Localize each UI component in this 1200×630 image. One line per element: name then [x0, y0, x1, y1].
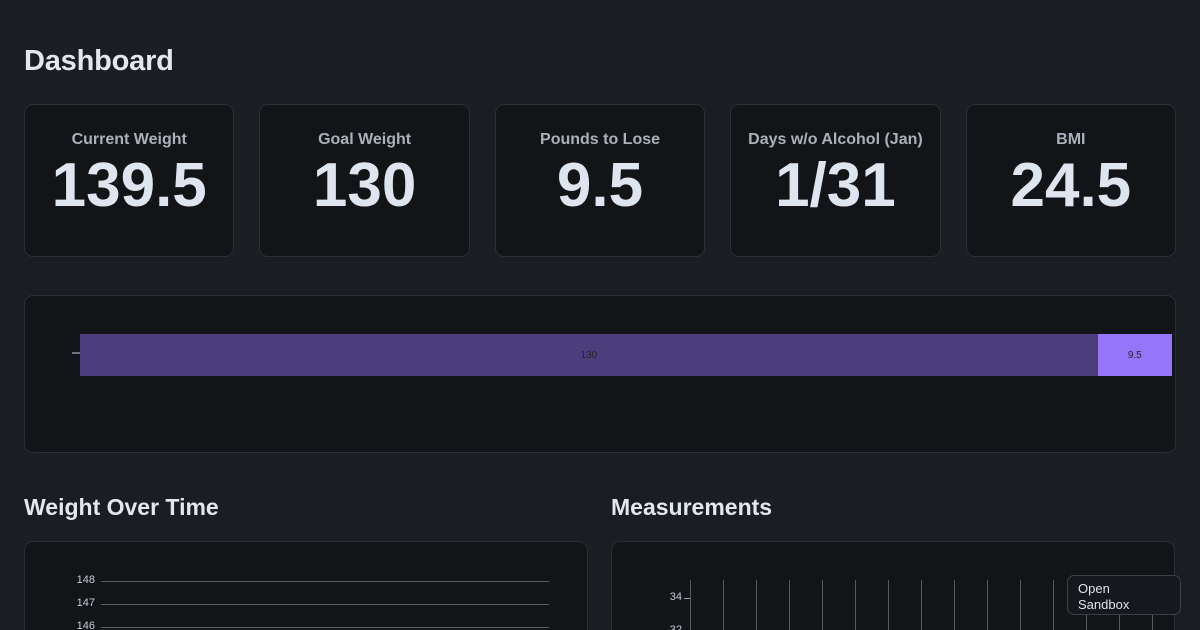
section-title-measurements: Measurements: [611, 494, 773, 520]
stat-value: 9.5: [556, 151, 644, 220]
gridline-vertical: [1053, 580, 1054, 630]
stat-label: Days w/o Alcohol (Jan): [748, 131, 923, 148]
stat-card-goal-weight: Goal Weight 130: [259, 104, 470, 257]
stat-value: 24.5: [1010, 151, 1132, 220]
gridline-vertical: [723, 580, 724, 630]
progress-segment-label: 9.5: [1127, 349, 1142, 361]
page-title: Dashboard: [24, 45, 174, 77]
open-sandbox-line1: Open: [1078, 581, 1110, 596]
y-tick-label: 148: [76, 574, 95, 586]
progress-bar-area: 130 9.5: [56, 334, 1172, 376]
stat-label: BMI: [1056, 131, 1086, 148]
progress-segment-goal[interactable]: 130: [80, 334, 1098, 376]
open-sandbox-line2: Sandbox: [1078, 597, 1130, 612]
gridline-vertical: [756, 580, 757, 630]
gridline-vertical: [921, 580, 922, 630]
gridline-vertical: [888, 580, 889, 630]
progress-segment-label: 130: [580, 349, 598, 361]
stacked-progress-bar[interactable]: 130 9.5: [80, 334, 1172, 376]
stats-row: Current Weight 139.5 Goal Weight 130 Pou…: [24, 104, 1177, 257]
y-tick-label: 146: [76, 620, 95, 630]
gridline-vertical: [954, 580, 955, 630]
y-tick-mark: [684, 598, 690, 600]
stat-value: 130: [312, 151, 417, 220]
stat-label: Current Weight: [71, 131, 187, 148]
stat-card-current-weight: Current Weight 139.5: [24, 104, 235, 257]
y-tick-label: 32: [656, 624, 682, 630]
section-title-weight: Weight Over Time: [24, 494, 219, 520]
progress-segment-remaining[interactable]: 9.5: [1097, 334, 1172, 376]
gridline: [101, 604, 549, 605]
stat-label: Goal Weight: [318, 131, 412, 148]
gridline-vertical: [822, 580, 823, 630]
gridline-vertical: [1020, 580, 1021, 630]
y-tick-label: 147: [76, 597, 95, 609]
stat-value: 1/31: [775, 151, 896, 220]
weight-over-time-chart[interactable]: 148 147 146: [24, 541, 588, 630]
gridline-vertical: [987, 580, 988, 630]
stat-card-bmi: BMI 24.5: [965, 104, 1177, 257]
gridline-vertical: [855, 580, 856, 630]
y-axis-tick: [72, 352, 80, 354]
y-tick-label: 34: [669, 591, 682, 604]
gridline-vertical: [690, 580, 691, 630]
gridline: [101, 627, 549, 628]
stat-label: Pounds to Lose: [540, 131, 661, 148]
gridline-vertical: [789, 580, 790, 630]
stat-card-days-wo-alcohol: Days w/o Alcohol (Jan) 1/31: [730, 104, 941, 257]
open-sandbox-button[interactable]: Open Sandbox: [1067, 575, 1181, 615]
stat-value: 139.5: [51, 151, 207, 220]
gridline: [101, 581, 549, 582]
stat-card-pounds-to-lose: Pounds to Lose 9.5: [494, 104, 706, 257]
